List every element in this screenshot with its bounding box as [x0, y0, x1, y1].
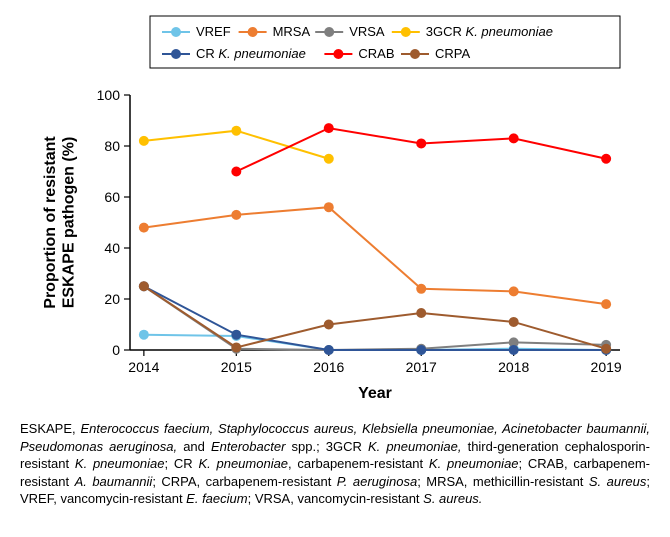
- caption-span: and: [183, 439, 211, 454]
- x-tick-label: 2019: [591, 359, 622, 375]
- series-marker: [601, 344, 611, 354]
- series-marker: [139, 136, 149, 146]
- series-marker: [509, 345, 519, 355]
- legend-label: MRSA: [273, 24, 311, 39]
- x-tick-label: 2014: [128, 359, 159, 375]
- series-marker: [509, 317, 519, 327]
- legend-marker: [410, 49, 420, 59]
- caption-span: ; CRPA, carbapenem-resistant: [152, 474, 336, 489]
- x-tick-label: 2016: [313, 359, 344, 375]
- y-tick-label: 20: [104, 291, 120, 307]
- series-marker: [416, 138, 426, 148]
- series-marker: [231, 167, 241, 177]
- legend-label: CR K. pneumoniae: [196, 46, 306, 61]
- series-marker: [324, 154, 334, 164]
- caption-span: S. aureus.: [423, 491, 482, 506]
- y-tick-label: 80: [104, 138, 120, 154]
- series-marker: [324, 202, 334, 212]
- series-line: [144, 207, 606, 304]
- y-tick-label: 100: [97, 87, 121, 103]
- caption: ESKAPE, Enterococcus faecium, Staphyloco…: [20, 420, 650, 508]
- caption-span: K. pneumoniae: [429, 456, 519, 471]
- x-axis-label: Year: [358, 385, 392, 402]
- series-marker: [231, 126, 241, 136]
- series-marker: [509, 286, 519, 296]
- series-marker: [416, 345, 426, 355]
- series-line: [236, 128, 606, 171]
- series-marker: [139, 330, 149, 340]
- legend-marker: [248, 27, 258, 37]
- chart-container: VREF MRSA VRSA 3GCR K. pneumoniae CR K. pneu…: [20, 10, 650, 410]
- x-tick-label: 2017: [406, 359, 437, 375]
- series-marker: [231, 210, 241, 220]
- caption-span: E. faecium: [186, 491, 247, 506]
- legend-label: CRPA: [435, 46, 470, 61]
- series-marker: [509, 133, 519, 143]
- y-tick-label: 60: [104, 189, 120, 205]
- caption-span: ESKAPE,: [20, 421, 80, 436]
- caption-span: spp.; 3GCR: [292, 439, 368, 454]
- legend-marker: [324, 27, 334, 37]
- series-marker: [139, 281, 149, 291]
- series-marker: [601, 154, 611, 164]
- series-marker: [324, 345, 334, 355]
- x-tick-label: 2015: [221, 359, 252, 375]
- legend-label: 3GCR K. pneumoniae: [426, 24, 553, 39]
- series-marker: [139, 223, 149, 233]
- series-marker: [231, 342, 241, 352]
- legend-marker: [171, 49, 181, 59]
- legend-label: VREF: [196, 24, 231, 39]
- y-tick-label: 0: [112, 342, 120, 358]
- y-axis-label: Proportion of resistantESKAPE pathogen (…: [42, 136, 77, 309]
- caption-span: P. aeruginosa: [337, 474, 417, 489]
- caption-span: K. pneumoniae,: [368, 439, 468, 454]
- caption-span: ; MRSA, methicillin-resistant: [417, 474, 589, 489]
- caption-text: ESKAPE, Enterococcus faecium, Staphyloco…: [20, 420, 650, 508]
- caption-span: S. aureus: [589, 474, 647, 489]
- chart-svg: VREF MRSA VRSA 3GCR K. pneumoniae CR K. pneu…: [20, 10, 650, 410]
- series-marker: [231, 330, 241, 340]
- series-marker: [601, 299, 611, 309]
- series-line: [144, 286, 606, 348]
- legend-marker: [401, 27, 411, 37]
- legend-label: VRSA: [349, 24, 385, 39]
- y-tick-label: 40: [104, 240, 120, 256]
- caption-span: K. pneumoniae: [75, 456, 165, 471]
- caption-span: K. pneumoniae: [198, 456, 288, 471]
- series-marker: [416, 284, 426, 294]
- legend-marker: [333, 49, 343, 59]
- series-marker: [324, 123, 334, 133]
- caption-span: ; VRSA, vancomycin-resistant: [248, 491, 424, 506]
- legend-marker: [171, 27, 181, 37]
- x-tick-label: 2018: [498, 359, 529, 375]
- caption-span: ; CR: [165, 456, 199, 471]
- legend-label: CRAB: [358, 46, 394, 61]
- series-marker: [324, 320, 334, 330]
- caption-span: A. baumannii: [75, 474, 153, 489]
- caption-span: Enterobacter: [211, 439, 292, 454]
- series-marker: [416, 308, 426, 318]
- caption-span: , carbapenem-resistant: [288, 456, 429, 471]
